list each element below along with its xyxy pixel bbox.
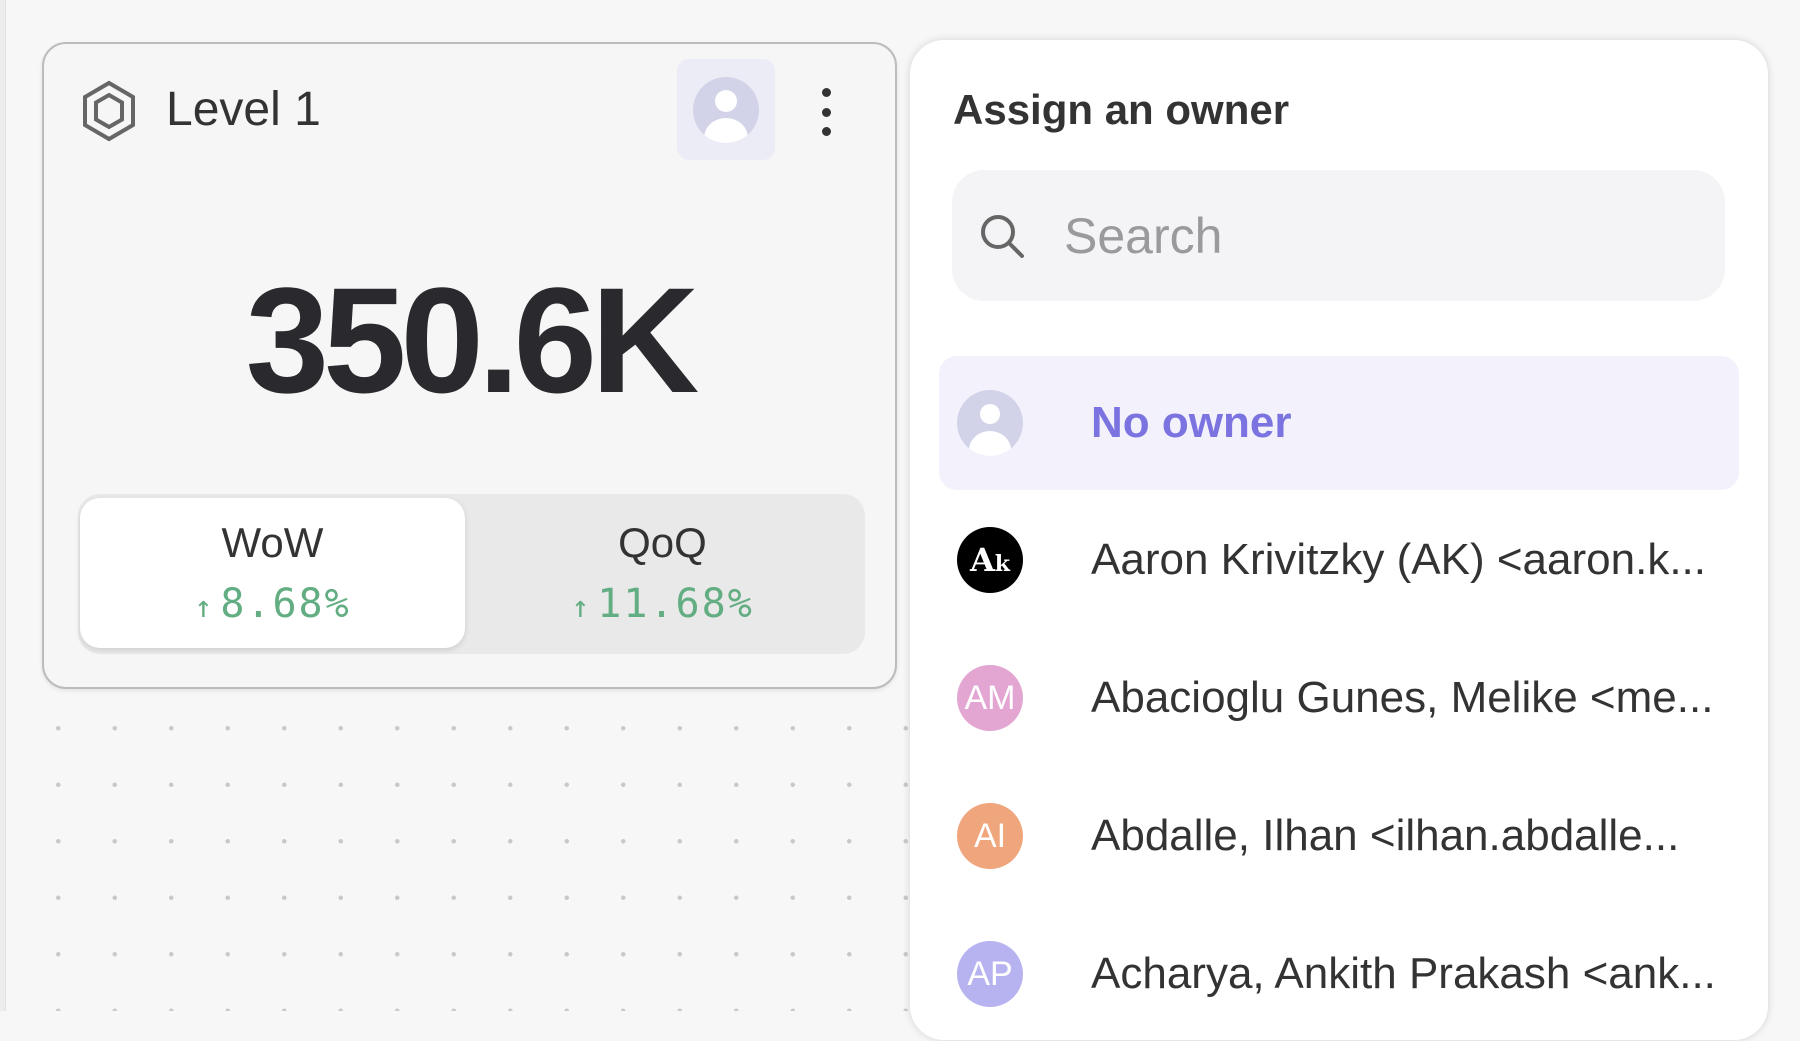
search-field[interactable] xyxy=(952,170,1725,301)
arrow-up-icon: ↑ xyxy=(194,590,215,625)
assign-owner-button[interactable] xyxy=(677,59,775,160)
dropdown-title: Assign an owner xyxy=(953,86,1290,133)
comparison-value: ↑ 8.68% xyxy=(194,581,350,627)
tab-wow[interactable]: WoW ↑ 8.68% xyxy=(80,498,465,648)
owner-name: Aaron Krivitzky (AK) <aaron.k... xyxy=(1091,535,1706,584)
avatar: AI xyxy=(957,803,1023,869)
comparison-percent: 11.68% xyxy=(597,581,754,627)
user-avatar-icon xyxy=(693,76,759,143)
left-edge-divider xyxy=(0,0,6,1011)
avatar: AP xyxy=(957,941,1023,1007)
owner-option[interactable]: AM Abacioglu Gunes, Melike <me... xyxy=(939,631,1739,765)
kebab-menu-icon[interactable] xyxy=(814,84,838,140)
comparison-label: QoQ xyxy=(618,519,707,566)
owner-option[interactable]: Ak Aaron Krivitzky (AK) <aaron.k... xyxy=(939,493,1739,627)
comparison-percent: 8.68% xyxy=(220,581,351,627)
owner-option[interactable]: AI Abdalle, Ilhan <ilhan.abdalle... xyxy=(939,769,1739,903)
card-title: Level 1 xyxy=(166,83,321,136)
metric-card[interactable]: Level 1 350.6K WoW ↑ 8.68% QoQ ↑ 11.68% xyxy=(42,42,897,689)
canvas-dot-grid xyxy=(30,700,910,1011)
owner-name: Acharya, Ankith Prakash <ank... xyxy=(1091,949,1716,998)
owner-name: No owner xyxy=(1091,398,1292,447)
tab-qoq[interactable]: QoQ ↑ 11.68% xyxy=(470,498,855,648)
owner-option[interactable]: AP Acharya, Ankith Prakash <ank... xyxy=(939,907,1739,1041)
owner-option[interactable]: No owner xyxy=(939,356,1739,490)
search-input[interactable] xyxy=(1064,206,1664,265)
avatar: Ak xyxy=(957,527,1023,593)
arrow-up-icon: ↑ xyxy=(571,590,592,625)
comparison-toggle: WoW ↑ 8.68% QoQ ↑ 11.68% xyxy=(78,494,865,654)
metric-value: 350.6K xyxy=(245,256,700,424)
assign-owner-dropdown: Assign an owner No owner Ak Aaron Krivitzk… xyxy=(910,40,1768,1040)
comparison-value: ↑ 11.68% xyxy=(571,581,754,627)
owner-name: Abdalle, Ilhan <ilhan.abdalle... xyxy=(1091,811,1680,860)
hexagon-icon xyxy=(83,80,135,142)
owner-name: Abacioglu Gunes, Melike <me... xyxy=(1091,673,1714,722)
avatar: AM xyxy=(957,665,1023,731)
search-icon xyxy=(981,214,1024,258)
no-owner-avatar-icon xyxy=(957,390,1023,456)
comparison-label: WoW xyxy=(221,519,324,566)
